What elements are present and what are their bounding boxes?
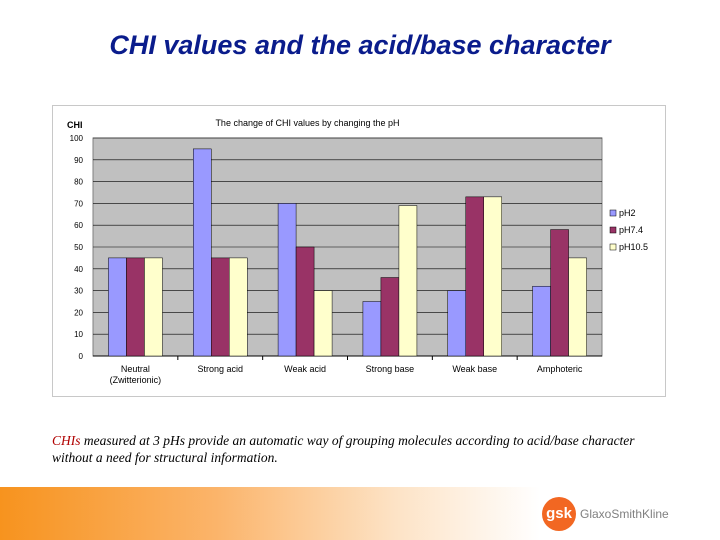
bar bbox=[532, 285, 551, 357]
caption-highlight: CHIs bbox=[52, 433, 81, 448]
x-tick-label: Weak acid bbox=[284, 364, 326, 374]
chart-frame: The change of CHI values by changing the… bbox=[52, 105, 666, 397]
y-tick-label: 30 bbox=[74, 287, 83, 296]
x-tick-label: Neutral (Zwitterionic) bbox=[110, 364, 162, 385]
legend-label: pH7.4 bbox=[619, 225, 643, 235]
bar bbox=[211, 257, 230, 357]
brand-name: GlaxoSmithKline bbox=[580, 507, 669, 521]
chart-title: The change of CHI values by changing the… bbox=[215, 118, 399, 128]
y-tick-label: 40 bbox=[74, 265, 83, 274]
y-tick-label: 60 bbox=[74, 221, 83, 230]
y-tick-label: 10 bbox=[74, 330, 83, 339]
legend-label: pH10.5 bbox=[619, 242, 648, 252]
y-tick-label: 90 bbox=[74, 156, 83, 165]
caption: CHIs measured at 3 pHs provide an automa… bbox=[52, 432, 652, 466]
bar bbox=[193, 148, 212, 357]
x-tick-label: Weak base bbox=[452, 364, 497, 374]
y-axis-label: CHI bbox=[67, 120, 83, 130]
y-tick-label: 100 bbox=[70, 134, 84, 143]
y-tick-label: 50 bbox=[74, 243, 83, 252]
y-tick-label: 20 bbox=[74, 308, 83, 317]
bar bbox=[465, 196, 484, 357]
bar bbox=[483, 196, 502, 357]
bar bbox=[126, 257, 145, 357]
legend-swatch bbox=[609, 243, 617, 251]
y-tick-label: 80 bbox=[74, 178, 83, 187]
bar bbox=[295, 246, 315, 357]
bar bbox=[398, 205, 418, 357]
bar bbox=[313, 290, 333, 357]
y-tick-label: 0 bbox=[79, 352, 84, 361]
x-tick-label: Strong base bbox=[366, 364, 415, 374]
bar bbox=[108, 257, 127, 357]
slide-title: CHI values and the acid/base character bbox=[109, 30, 611, 60]
bar bbox=[380, 277, 400, 357]
caption-text: measured at 3 pHs provide an automatic w… bbox=[52, 433, 635, 465]
x-tick-label: Amphoteric bbox=[537, 364, 583, 374]
legend-label: pH2 bbox=[619, 208, 636, 218]
footer-bar bbox=[0, 487, 720, 540]
chi-bar-chart: The change of CHI values by changing the… bbox=[67, 118, 648, 385]
bar bbox=[362, 301, 382, 357]
bar bbox=[550, 229, 569, 357]
x-tick-label: Strong acid bbox=[197, 364, 243, 374]
bar bbox=[447, 290, 466, 357]
bar bbox=[229, 257, 248, 357]
bar bbox=[277, 203, 297, 357]
legend-swatch bbox=[609, 209, 617, 217]
bar bbox=[144, 257, 163, 357]
bar bbox=[568, 257, 587, 357]
legend-swatch bbox=[609, 226, 617, 234]
y-tick-label: 70 bbox=[74, 199, 83, 208]
gsk-logo: gsk bbox=[542, 497, 576, 531]
